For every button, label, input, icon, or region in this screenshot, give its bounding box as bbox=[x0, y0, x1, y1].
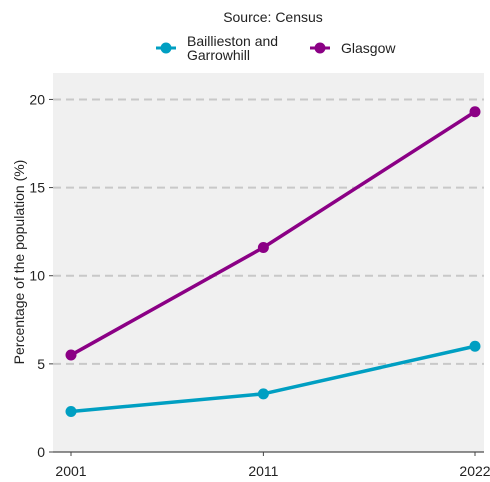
y-tick-label: 0 bbox=[37, 444, 45, 460]
legend-label-glasgow: Glasgow bbox=[341, 40, 396, 56]
legend-item-glasgow: Glasgow bbox=[310, 40, 396, 56]
x-axis: 2001 2011 2022 bbox=[55, 452, 490, 479]
y-axis: 0 5 10 15 20 bbox=[29, 91, 53, 460]
y-tick-label: 5 bbox=[37, 356, 45, 372]
chart-subtitle: Source: Census bbox=[223, 9, 323, 25]
data-point-baillieston bbox=[469, 340, 481, 352]
plot-panel bbox=[53, 73, 484, 452]
legend-label-baillieston: Baillieston and Garrowhill bbox=[187, 33, 282, 63]
legend: Baillieston and Garrowhill Glasgow bbox=[156, 33, 396, 63]
legend-item-baillieston: Baillieston and Garrowhill bbox=[156, 33, 282, 63]
data-point-baillieston bbox=[257, 388, 269, 400]
data-point-glasgow bbox=[65, 349, 77, 361]
x-tick-label: 2001 bbox=[55, 463, 86, 479]
x-tick-label: 2011 bbox=[248, 463, 278, 479]
y-axis-title: Percentage of the population (%) bbox=[11, 160, 27, 365]
legend-marker-glasgow bbox=[314, 42, 326, 54]
series-layer bbox=[65, 106, 481, 417]
data-point-glasgow bbox=[469, 106, 481, 118]
legend-label-line-2: Garrowhill bbox=[187, 47, 250, 63]
y-tick-label: 10 bbox=[29, 268, 45, 284]
y-tick-label: 15 bbox=[29, 180, 45, 196]
data-point-baillieston bbox=[65, 405, 77, 417]
x-tick-label: 2022 bbox=[459, 463, 490, 479]
legend-marker-baillieston bbox=[160, 42, 172, 54]
legend-label-line-1: Baillieston and bbox=[187, 33, 278, 49]
y-tick-label: 20 bbox=[29, 91, 45, 107]
data-point-glasgow bbox=[257, 242, 269, 254]
gridlines bbox=[53, 98, 484, 365]
